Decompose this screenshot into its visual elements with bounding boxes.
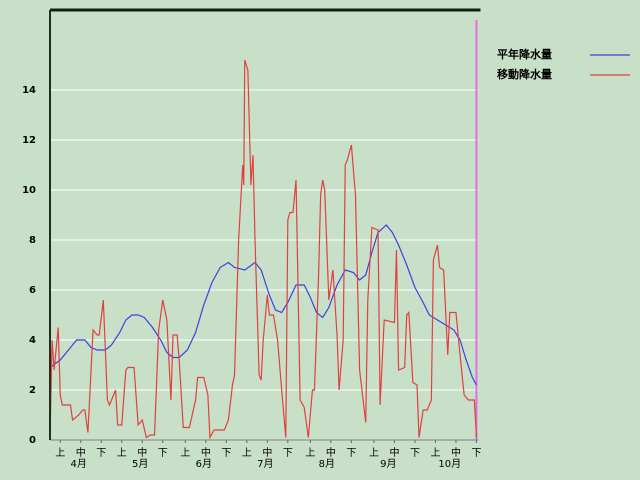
x-tick-label: 上 (305, 447, 315, 459)
series-line (49, 59, 478, 441)
x-tick-label: 下 (158, 448, 168, 459)
legend-label: 移動降水量 (497, 67, 552, 81)
y-tick-label: 8 (29, 235, 36, 246)
month-label: 7月 (257, 458, 273, 470)
x-tick-label: 下 (221, 448, 231, 459)
y-tick-label: 0 (29, 435, 36, 446)
x-tick-label: 中 (326, 446, 336, 459)
x-tick-label: 中 (451, 446, 461, 459)
x-tick-label: 下 (283, 448, 293, 459)
month-label: 9月 (380, 458, 396, 470)
month-label: 5月 (132, 458, 148, 470)
x-tick-label: 下 (410, 448, 420, 459)
x-tick-label: 上 (369, 447, 379, 459)
month-label: 8月 (319, 458, 335, 470)
month-label: 4月 (71, 458, 87, 470)
x-tick-label: 上 (55, 447, 65, 459)
x-tick-label: 下 (346, 448, 356, 459)
x-tick-label: 下 (96, 448, 106, 459)
x-tick-label: 中 (137, 446, 147, 459)
axes: 02468101214上中下上中下上中下上中下上中下上中下上中下4月 5月 6月 7月… (22, 8, 481, 470)
month-label: 10月 (438, 458, 461, 470)
x-tick-label: 上 (117, 447, 127, 459)
y-tick-label: 6 (29, 285, 36, 296)
x-tick-label: 中 (389, 446, 399, 459)
y-tick-label: 12 (22, 135, 36, 146)
y-tick-label: 2 (29, 385, 36, 396)
x-tick-label: 上 (180, 447, 190, 459)
series-line (49, 224, 477, 386)
plot-area (49, 20, 478, 441)
y-tick-label: 4 (29, 335, 36, 346)
legend-label: 平年降水量 (497, 47, 552, 61)
x-tick-label: 中 (201, 446, 211, 459)
x-tick-label: 中 (262, 446, 272, 459)
month-label: 6月 (196, 458, 212, 470)
x-tick-label: 中 (76, 446, 86, 459)
x-tick-label: 上 (242, 447, 252, 459)
x-tick-label: 下 (471, 448, 481, 459)
y-tick-label: 10 (22, 185, 36, 196)
x-tick-label: 上 (430, 447, 440, 459)
y-tick-label: 14 (22, 85, 36, 96)
